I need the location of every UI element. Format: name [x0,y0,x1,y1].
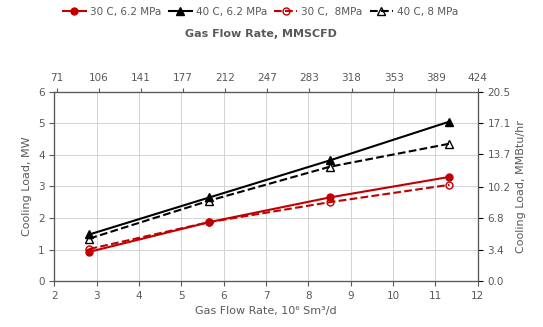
30 C,  8MPa [206,220,212,224]
Line: 30 C,  8MPa: 30 C, 8MPa [86,181,453,252]
40 C, 6.2 MPa [206,196,212,199]
40 C, 8 MPa [446,142,453,146]
Text: Gas Flow Rate, MMSCFD: Gas Flow Rate, MMSCFD [185,29,337,39]
Legend: 30 C, 6.2 MPa, 40 C, 6.2 MPa, 30 C,  8MPa, 40 C, 8 MPa: 30 C, 6.2 MPa, 40 C, 6.2 MPa, 30 C, 8MPa… [63,7,458,17]
30 C, 6.2 MPa [86,250,93,254]
30 C, 6.2 MPa [446,175,453,179]
Line: 40 C, 6.2 MPa: 40 C, 6.2 MPa [85,117,453,239]
40 C, 6.2 MPa [326,159,333,163]
30 C,  8MPa [86,247,93,251]
30 C, 6.2 MPa [206,220,212,224]
30 C, 6.2 MPa [326,196,333,199]
Y-axis label: Cooling Load, MW: Cooling Load, MW [22,137,33,236]
40 C, 6.2 MPa [86,232,93,236]
30 C,  8MPa [326,200,333,204]
40 C, 6.2 MPa [446,120,453,124]
40 C, 8 MPa [326,165,333,169]
30 C,  8MPa [446,183,453,187]
Y-axis label: Cooling Load, MMBtu/hr: Cooling Load, MMBtu/hr [516,120,526,253]
40 C, 8 MPa [86,237,93,241]
40 C, 8 MPa [206,198,212,202]
X-axis label: Gas Flow Rate, 10⁶ Sm³/d: Gas Flow Rate, 10⁶ Sm³/d [195,306,337,317]
Line: 40 C, 8 MPa: 40 C, 8 MPa [85,140,453,243]
Line: 30 C, 6.2 MPa: 30 C, 6.2 MPa [86,173,453,255]
